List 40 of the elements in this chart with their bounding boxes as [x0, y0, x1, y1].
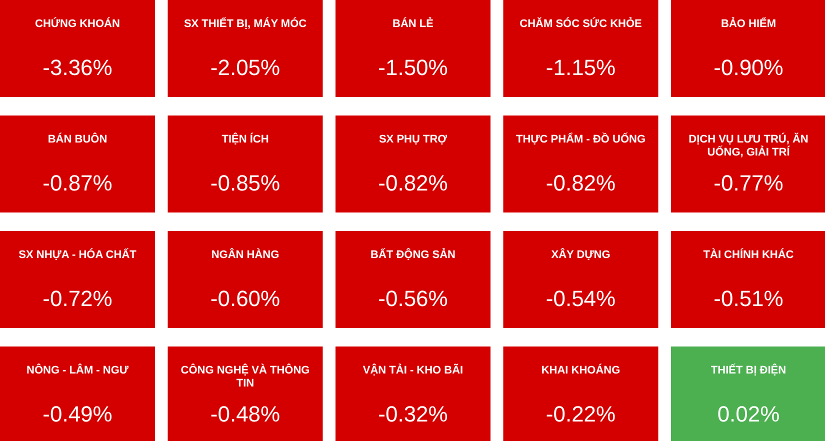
- data-label: -0.82%: [546, 170, 616, 196]
- category-label: THỰC PHẨM - ĐỒ UỐNG: [516, 132, 646, 146]
- data-label: -0.51%: [714, 286, 784, 311]
- data-label: -0.72%: [42, 286, 112, 311]
- data-label: 0.02%: [717, 402, 780, 426]
- category-label: VẬN TẢI - KHO BÃI: [362, 364, 464, 376]
- category-label: SX NHỰA - HÓA CHẤT: [18, 248, 137, 261]
- data-label: -0.87%: [42, 170, 112, 196]
- category-label: THIẾT BỊ ĐIỆN: [710, 364, 786, 376]
- category-label: TIỆN ÍCH: [222, 132, 269, 146]
- category-label: CHỨNG KHOÁN: [35, 17, 120, 30]
- category-label: SX PHỤ TRỢ: [378, 134, 448, 146]
- data-label: -0.56%: [378, 286, 448, 311]
- data-label: -0.85%: [210, 170, 280, 196]
- category-label: BÁN BUÔN: [48, 132, 108, 146]
- data-label: -3.36%: [42, 55, 112, 80]
- category-label: KHAI KHOÁNG: [541, 364, 620, 376]
- category-label: DỊCH VỤ LƯU TRÚ, ĂN UỐNG, GIẢI TRÍ: [688, 132, 808, 158]
- data-label: -0.77%: [714, 170, 784, 196]
- data-label: -2.05%: [210, 55, 280, 80]
- category-label: TÀI CHÍNH KHÁC: [703, 248, 794, 261]
- category-label: NGÂN HÀNG: [211, 248, 280, 261]
- data-label: -0.32%: [378, 402, 448, 426]
- data-label: -0.60%: [210, 286, 280, 311]
- data-label: -0.54%: [546, 286, 616, 311]
- data-label: -0.90%: [714, 55, 784, 80]
- category-label: BÁN LẺ: [392, 17, 434, 30]
- data-label: -1.50%: [378, 55, 448, 80]
- category-label: SX THIẾT BỊ, MÁY MÓC: [184, 17, 307, 30]
- category-label: BẤT ĐỘNG SẢN: [370, 248, 456, 261]
- category-label: NÔNG - LÂM - NGƯ: [26, 364, 130, 376]
- category-label: BẢO HIỂM: [721, 17, 776, 30]
- data-label: -0.48%: [210, 402, 280, 426]
- category-label: XÂY DỰNG: [551, 248, 610, 261]
- data-label: -0.22%: [546, 402, 616, 426]
- category-label: CÔNG NGHỆ VÀ THÔNG TIN: [180, 364, 310, 390]
- data-label: -0.82%: [378, 170, 448, 196]
- category-label: CHĂM SÓC SỨC KHỎE: [520, 17, 642, 30]
- data-label: -0.49%: [42, 402, 112, 426]
- data-label: -1.15%: [546, 55, 616, 80]
